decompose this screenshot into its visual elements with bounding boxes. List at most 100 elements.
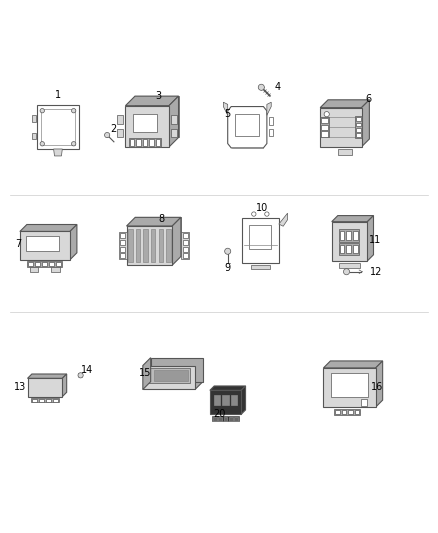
Bar [128, 229, 133, 262]
Bar [42, 262, 47, 266]
Bar [355, 116, 361, 138]
Bar [30, 267, 39, 271]
Polygon shape [143, 382, 203, 390]
Text: 12: 12 [371, 266, 383, 277]
Text: 7: 7 [15, 239, 21, 249]
Bar [136, 229, 140, 262]
Text: 11: 11 [369, 236, 381, 245]
Polygon shape [127, 217, 181, 226]
Bar [342, 410, 346, 414]
Bar [334, 409, 360, 415]
Bar [339, 229, 359, 241]
Bar [148, 368, 190, 383]
Bar [346, 245, 351, 254]
Bar [28, 262, 63, 266]
Bar [320, 108, 361, 147]
Bar [156, 139, 160, 146]
Bar [249, 225, 272, 249]
Polygon shape [135, 96, 179, 138]
Bar [28, 378, 62, 397]
Bar [35, 262, 40, 266]
Text: 4: 4 [275, 82, 281, 92]
Bar [154, 370, 188, 381]
Bar [361, 399, 367, 406]
Bar [183, 233, 188, 238]
Bar [125, 106, 169, 147]
Bar [356, 128, 360, 132]
Text: 9: 9 [225, 263, 231, 273]
Bar [32, 116, 36, 122]
Polygon shape [361, 100, 369, 147]
Bar [321, 125, 328, 130]
Bar [117, 116, 123, 124]
Bar [331, 373, 368, 397]
Bar [356, 117, 360, 121]
Polygon shape [223, 102, 228, 115]
Polygon shape [172, 217, 181, 265]
Polygon shape [20, 224, 77, 231]
Bar [120, 247, 125, 252]
Bar [143, 366, 195, 390]
Text: 5: 5 [225, 109, 231, 119]
Bar [214, 395, 220, 405]
Bar [171, 128, 177, 137]
Polygon shape [267, 102, 271, 115]
Text: 2: 2 [110, 124, 117, 134]
Bar [339, 243, 359, 255]
Bar [51, 267, 60, 271]
Bar [321, 118, 328, 123]
Bar [224, 417, 227, 421]
Bar [269, 117, 273, 125]
Bar [20, 231, 70, 260]
Text: 6: 6 [365, 94, 371, 104]
Circle shape [265, 212, 269, 216]
Polygon shape [320, 100, 369, 108]
Bar [269, 128, 273, 136]
Bar [120, 233, 125, 238]
Polygon shape [70, 224, 77, 260]
Bar [143, 139, 147, 146]
Circle shape [78, 373, 83, 378]
Bar [183, 247, 188, 252]
Circle shape [225, 248, 231, 254]
Text: 13: 13 [14, 383, 26, 392]
Text: 8: 8 [159, 214, 165, 224]
Bar [136, 139, 141, 146]
Circle shape [105, 133, 110, 138]
Circle shape [40, 142, 44, 146]
Polygon shape [279, 213, 288, 226]
Bar [149, 139, 154, 146]
Bar [339, 263, 360, 268]
Bar [117, 128, 123, 137]
Circle shape [71, 142, 76, 146]
Bar [32, 399, 37, 402]
Bar [212, 416, 239, 422]
Bar [340, 245, 344, 254]
Polygon shape [169, 96, 179, 147]
Circle shape [252, 212, 256, 216]
Bar [353, 245, 357, 254]
Bar [57, 262, 61, 266]
Bar [133, 114, 157, 132]
Bar [183, 253, 188, 259]
Text: 1: 1 [55, 91, 61, 100]
Bar [181, 232, 189, 260]
Polygon shape [125, 96, 179, 106]
Bar [120, 240, 125, 245]
Bar [353, 231, 357, 240]
Bar [218, 417, 222, 421]
Bar [159, 229, 163, 262]
Circle shape [324, 111, 329, 117]
Bar [37, 106, 79, 149]
Polygon shape [376, 361, 383, 407]
Bar [234, 417, 238, 421]
Text: 20: 20 [213, 409, 225, 418]
Bar [356, 133, 360, 137]
Bar [251, 264, 270, 269]
Bar [28, 262, 33, 266]
Bar [171, 116, 177, 124]
Bar [231, 395, 237, 405]
Text: 14: 14 [81, 365, 93, 375]
Polygon shape [210, 386, 246, 390]
Polygon shape [332, 215, 374, 222]
